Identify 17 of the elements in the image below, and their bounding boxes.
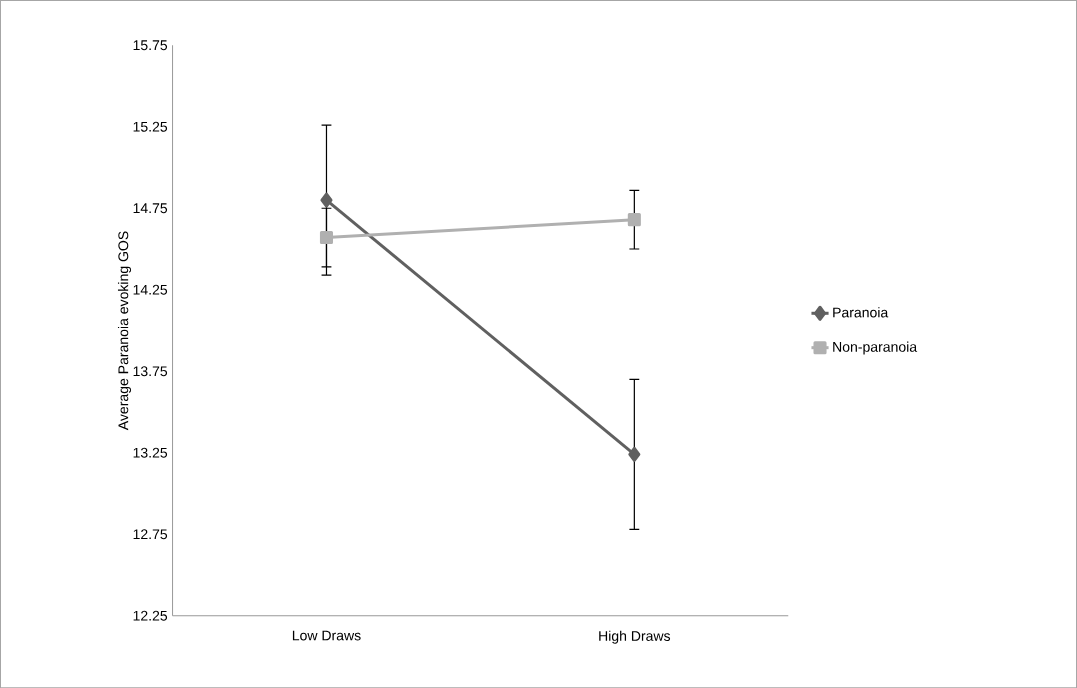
legend-label: Non-paranoia [833, 341, 918, 355]
y-tick-label: 14.25 [133, 284, 168, 295]
y-tick-label: 15.25 [133, 121, 168, 132]
y-tick-label: 13.25 [133, 447, 168, 458]
y-axis-title: Average Paranoia evoking GOS [117, 231, 132, 431]
point [319, 230, 334, 245]
point [320, 192, 333, 208]
point [628, 446, 641, 462]
y-tick-label: 13.75 [133, 366, 168, 377]
y-tick-label: 14.75 [133, 203, 168, 214]
x-tick-label: Low Draws [292, 630, 361, 641]
y-tick-label: 12.25 [133, 610, 168, 621]
y-tick-label: 15.75 [133, 40, 168, 51]
y-tick-label: 12.75 [133, 529, 168, 540]
legend-label: Paranoia [833, 307, 889, 318]
x-tick-label: High Draws [599, 630, 671, 644]
point [627, 213, 641, 227]
